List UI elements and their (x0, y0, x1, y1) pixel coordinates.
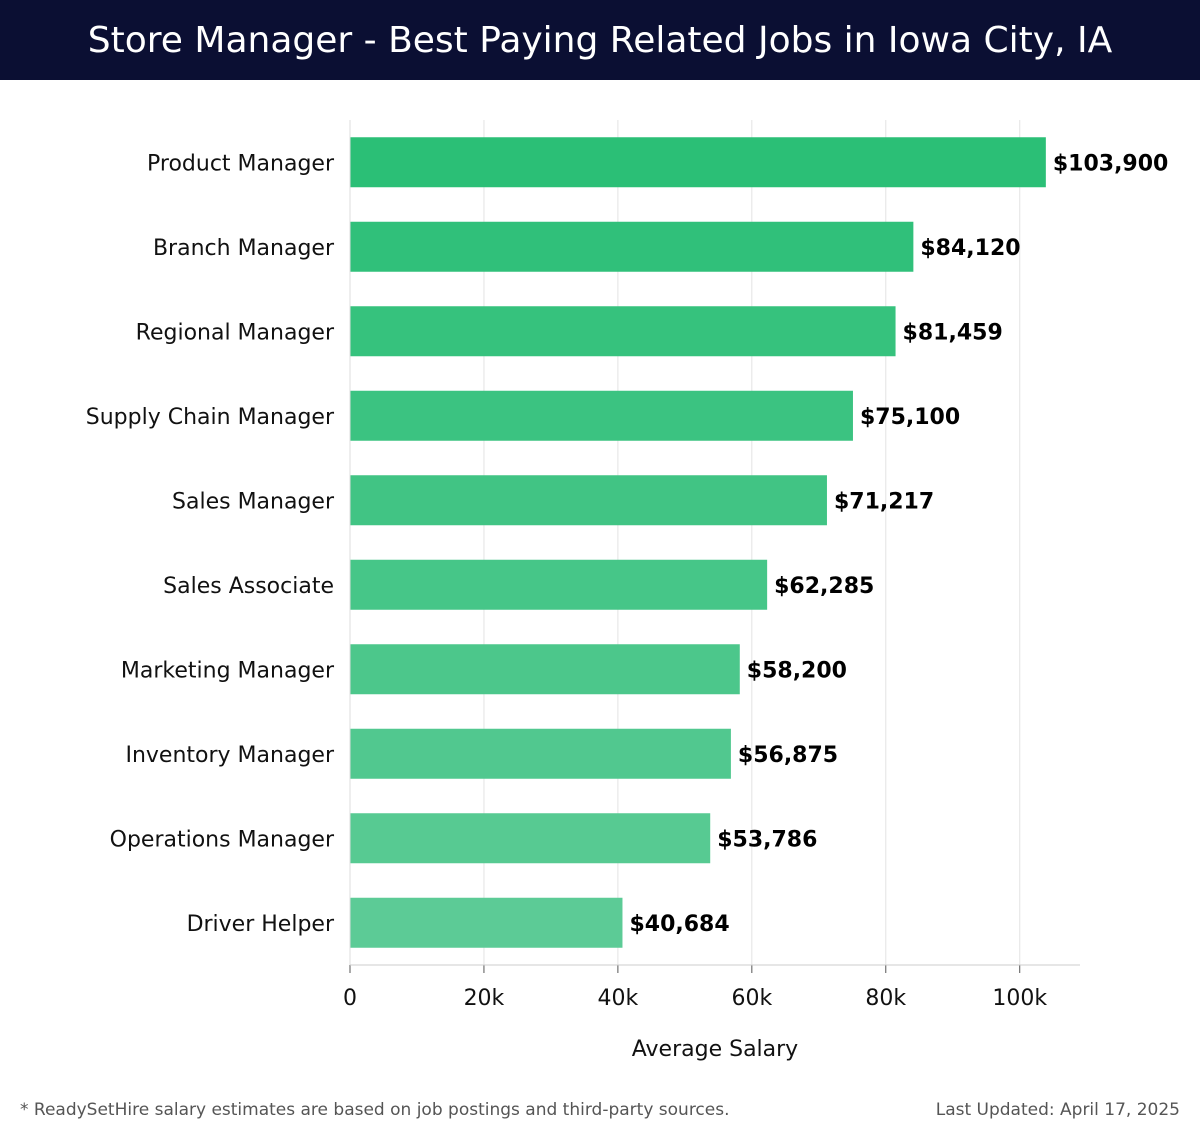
x-tick-label: 40k (598, 986, 639, 1011)
value-label: $103,900 (1053, 151, 1169, 176)
value-label: $40,684 (629, 912, 729, 937)
value-label: $53,786 (717, 827, 817, 852)
bar (350, 137, 1046, 188)
bar (350, 475, 827, 526)
footer-note: * ReadySetHire salary estimates are base… (20, 1100, 730, 1120)
chart-title: Store Manager - Best Paying Related Jobs… (87, 19, 1113, 61)
bar (350, 728, 731, 779)
value-label: $84,120 (920, 236, 1020, 261)
category-label: Driver Helper (187, 912, 335, 937)
x-tick-label: 80k (865, 986, 906, 1011)
value-label: $75,100 (860, 405, 960, 430)
chart-header: Store Manager - Best Paying Related Jobs… (0, 0, 1200, 80)
x-tick-label: 60k (731, 986, 772, 1011)
category-label: Branch Manager (153, 236, 335, 261)
x-axis-title: Average Salary (632, 1037, 798, 1062)
value-label: $58,200 (747, 658, 847, 683)
category-label: Supply Chain Manager (86, 405, 335, 430)
bars (350, 137, 1046, 948)
bar (350, 559, 768, 610)
category-label: Sales Manager (172, 489, 335, 514)
category-label: Inventory Manager (125, 743, 334, 768)
category-label: Sales Associate (163, 574, 334, 599)
bar (350, 306, 896, 357)
value-label: $81,459 (903, 320, 1003, 345)
x-tick-label: 20k (464, 986, 505, 1011)
category-label: Operations Manager (110, 827, 335, 852)
bar (350, 221, 914, 272)
labels: Product Manager $103,900 Branch Manager $84… (86, 151, 1169, 937)
x-axis: 0 20k 40k 60k 80k 100k Average Salary (343, 120, 1080, 1062)
value-label: $71,217 (834, 489, 934, 514)
category-label: Regional Manager (136, 320, 335, 345)
category-label: Product Manager (147, 151, 335, 176)
bar (350, 390, 853, 441)
bar (350, 813, 711, 864)
last-updated: Last Updated: April 17, 2025 (935, 1100, 1180, 1120)
value-label: $62,285 (774, 574, 874, 599)
bar-chart: Product Manager $103,900 Branch Manager $84… (86, 120, 1169, 1062)
category-label: Marketing Manager (121, 658, 335, 683)
bar (350, 897, 623, 948)
x-tick-label: 100k (992, 986, 1047, 1011)
bar (350, 644, 740, 695)
value-label: $56,875 (738, 743, 838, 768)
x-tick-label: 0 (343, 986, 357, 1011)
